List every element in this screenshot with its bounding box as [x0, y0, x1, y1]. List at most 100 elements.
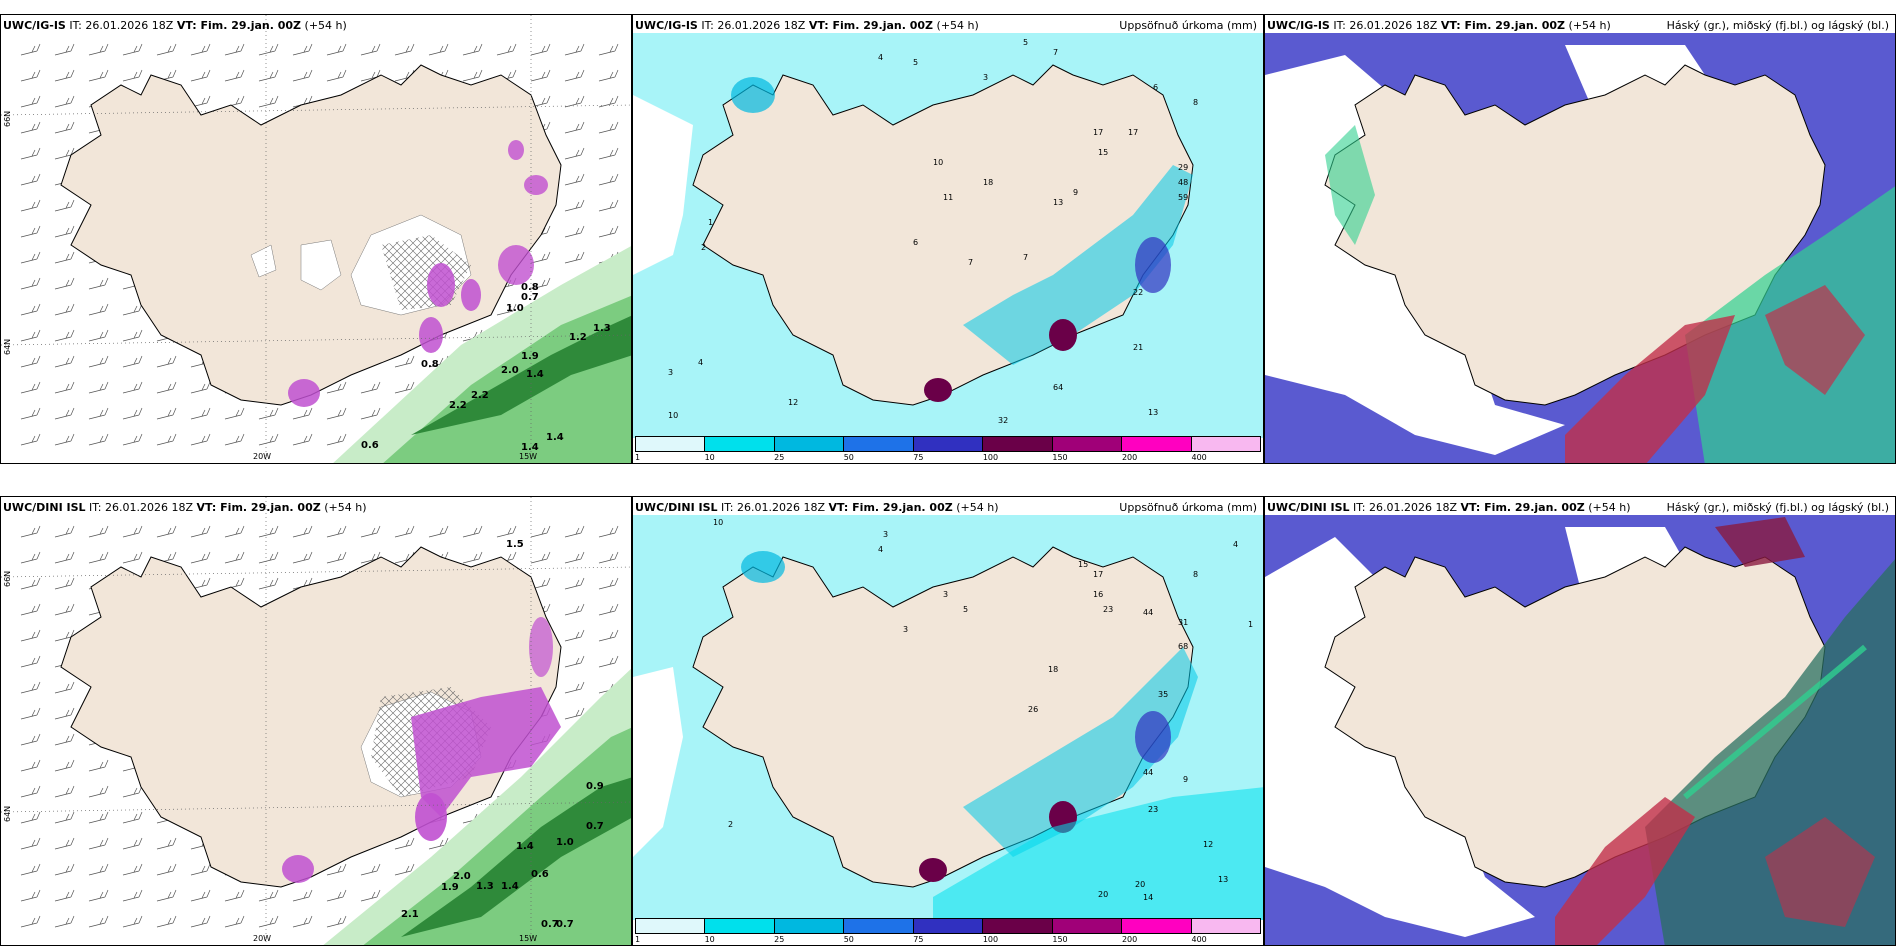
colorbar-swatch — [1191, 919, 1260, 933]
wind-barb — [428, 837, 449, 850]
svg-text:1.3: 1.3 — [476, 881, 494, 892]
wind-barb — [394, 863, 415, 876]
wind-barb — [54, 277, 75, 290]
iceland-land — [1324, 64, 1826, 406]
colorbar-label: 100 — [982, 453, 999, 462]
wind-barb — [20, 355, 41, 368]
wind-barb — [598, 69, 619, 82]
panel-bottom-cloud[interactable]: UWC/DINI ISL IT: 26.01.2026 18Z VT: Fim.… — [1264, 496, 1896, 946]
precip-label: Uppsöfnuð úrkoma (mm) — [1119, 19, 1257, 32]
low-cloud — [1765, 285, 1865, 395]
colorbar-swatch — [983, 919, 1053, 933]
panel-title: UWC/IG-IS IT: 26.01.2026 18Z VT: Fim. 29… — [1267, 19, 1611, 32]
lat-label-66: 66N — [3, 110, 12, 127]
colorbar-swatch — [1191, 437, 1260, 451]
svg-text:4: 4 — [1233, 540, 1238, 549]
wind-barb — [54, 525, 75, 538]
wind-barb — [530, 43, 551, 56]
purple-blob — [498, 245, 534, 285]
wind-barb — [224, 525, 245, 538]
wind-barb — [326, 381, 347, 394]
wind-barb — [360, 407, 381, 420]
snow-band-dark — [411, 315, 631, 435]
panel-bottom-wind[interactable]: UWC/DINI ISL IT: 26.01.2026 18Z VT: Fim.… — [0, 496, 632, 946]
precip-band — [933, 787, 1263, 920]
colorbar-swatch — [1052, 919, 1123, 933]
wind-barb — [258, 43, 279, 56]
colorbar: 1 10 25 50 75 100 150 200 400 — [633, 918, 1263, 945]
wind-barb — [258, 525, 279, 538]
svg-text:64: 64 — [1053, 383, 1063, 392]
wind-barb — [54, 785, 75, 798]
wind-barb — [224, 69, 245, 82]
wind-barb — [258, 95, 279, 108]
wind-barb — [598, 95, 619, 108]
wind-barb — [496, 303, 517, 316]
wind-number: 0.8 — [521, 282, 539, 293]
wind-barb — [360, 525, 381, 538]
precip-band — [963, 165, 1193, 365]
wind-barb — [122, 551, 143, 564]
lon-label-15: 15W — [519, 934, 538, 943]
svg-text:13: 13 — [1053, 198, 1063, 207]
wind-barb — [326, 863, 347, 876]
wind-barb — [20, 433, 41, 446]
snow-band-mid — [363, 727, 631, 945]
wind-barb — [428, 525, 449, 538]
wind-barb — [20, 707, 41, 720]
panel-top-precip[interactable]: UWC/IG-IS IT: 26.01.2026 18Z VT: Fim. 29… — [632, 14, 1264, 464]
wind-barb — [598, 121, 619, 134]
wind-barb — [156, 433, 177, 446]
wind-barb — [292, 43, 313, 56]
svg-text:68: 68 — [1178, 642, 1188, 651]
lon-label-20: 20W — [253, 934, 272, 943]
panel-title: UWC/IG-IS IT: 26.01.2026 18Z VT: Fim. 29… — [635, 19, 979, 32]
wind-barb — [54, 381, 75, 394]
wind-barb — [564, 69, 585, 82]
wind-barb — [88, 889, 109, 902]
wind-barb — [326, 525, 347, 538]
colorbar-swatch — [983, 437, 1053, 451]
wind-barb — [360, 381, 381, 394]
wind-barb — [564, 95, 585, 108]
svg-text:18: 18 — [983, 178, 993, 187]
purple-blob — [508, 140, 524, 160]
wind-barb — [88, 69, 109, 82]
svg-text:18: 18 — [1048, 665, 1058, 674]
purple-blob — [415, 793, 447, 841]
svg-text:9: 9 — [1073, 188, 1078, 197]
dry-area — [633, 95, 693, 275]
wind-barb — [54, 863, 75, 876]
low-cloud — [1765, 817, 1875, 927]
wind-barb — [530, 525, 551, 538]
colorbar-swatch — [913, 919, 984, 933]
colorbar-swatch — [1122, 919, 1192, 933]
lat-label-66: 66N — [3, 570, 12, 587]
wind-number: 1.4 — [546, 432, 564, 443]
wind-barb — [54, 811, 75, 824]
panel-bottom-precip[interactable]: UWC/DINI ISL IT: 26.01.2026 18Z VT: Fim.… — [632, 496, 1264, 946]
panel-top-wind[interactable]: UWC/IG-IS IT: 26.01.2026 18Z VT: Fim. 29… — [0, 14, 632, 464]
svg-text:8: 8 — [1193, 570, 1198, 579]
svg-text:2.0: 2.0 — [453, 871, 471, 882]
wind-barb — [122, 863, 143, 876]
wind-barb — [564, 603, 585, 616]
panel-top-cloud[interactable]: UWC/IG-IS IT: 26.01.2026 18Z VT: Fim. 29… — [1264, 14, 1896, 464]
wind-barb — [54, 915, 75, 928]
svg-text:5: 5 — [1023, 38, 1028, 47]
wind-barb — [564, 121, 585, 134]
wind-barb — [360, 889, 381, 902]
precip-core — [731, 77, 775, 113]
wind-barb — [462, 525, 483, 538]
wind-barb — [156, 407, 177, 420]
svg-text:48: 48 — [1178, 178, 1188, 187]
svg-text:4: 4 — [698, 358, 703, 367]
cloud-label: Háský (gr.), miðský (fj.bl.) og lágský (… — [1666, 19, 1889, 32]
wind-barb — [20, 811, 41, 824]
wind-barb — [122, 43, 143, 56]
wind-number: 1.3 — [593, 323, 611, 334]
wind-barb — [360, 69, 381, 82]
lat-label-64: 64N — [3, 338, 12, 355]
wind-barb — [190, 863, 211, 876]
wind-barb — [88, 863, 109, 876]
